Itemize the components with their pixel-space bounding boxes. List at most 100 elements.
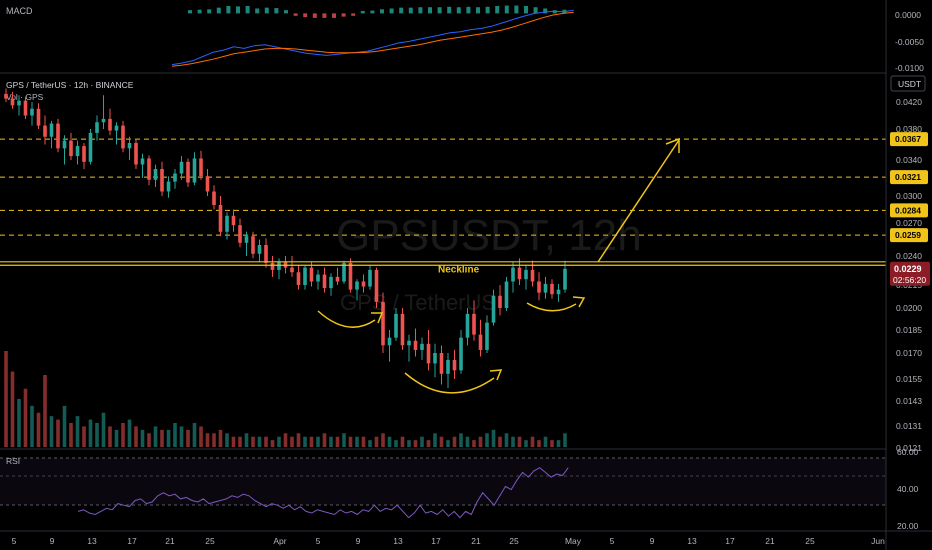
macd-histogram-bar [360,10,365,14]
head-arrowhead[interactable] [489,369,503,381]
candle-body [452,359,457,371]
volume-bar [329,436,333,447]
candle-body [342,262,346,282]
price-tick: 0.0170 [896,348,922,358]
candle-body [322,274,327,289]
candle-body [270,262,275,270]
candle-body [49,123,54,137]
candle-body [257,245,262,254]
volume-bar [23,388,28,447]
candle-body [433,353,437,364]
volume-bar [43,375,47,447]
volume-bar [426,440,431,447]
macd-histogram-bar [428,7,432,14]
time-tick: 25 [205,536,215,546]
macd-label: MACD [6,6,33,16]
volume-bar [238,436,242,447]
candle-body [309,267,314,282]
last-price-tag [890,261,930,286]
price-tick: 0.0270 [896,218,922,228]
candle-body [530,269,535,282]
currency-label: USDT [898,79,921,89]
volume-bar [108,426,112,447]
macd-tick: 0.0000 [895,10,921,20]
macd-histogram-bar [341,13,346,17]
candle-body [556,289,561,295]
candle-body [355,281,359,290]
volume-bar [257,436,262,447]
candle-body [101,118,106,123]
volume-bar [95,423,99,447]
candle-body [4,93,8,99]
volume-bar [478,436,483,447]
left-shoulder-arrowhead[interactable] [371,312,384,324]
volume-bar [342,433,346,447]
volume-label: Vol · GPS [6,92,44,102]
macd-histogram-bar [226,5,231,14]
macd-histogram-bar [504,5,509,14]
macd-histogram-bar [207,9,212,14]
volume-bar [550,440,554,447]
macd-histogram-bar [303,13,308,18]
candle-body [303,267,307,285]
head-arc[interactable] [404,372,495,394]
candle-body [361,281,366,287]
candle-body [491,295,496,323]
right-shoulder-arrowhead[interactable] [572,296,586,308]
candle-body [231,215,236,226]
macd-histogram-bar [437,7,442,14]
candle-body [186,161,190,183]
volume-bar [407,440,411,447]
macd-histogram-bar [466,6,471,14]
volume-bar [244,433,249,447]
right-shoulder-arc[interactable] [526,302,577,312]
volume-bar [452,436,457,447]
projection-arrowhead[interactable] [665,137,680,153]
macd-histogram-bar [188,10,192,14]
macd-histogram-bar [245,5,250,14]
macd-histogram-bar [543,8,548,14]
candle-body [264,245,268,263]
candle-body [238,225,242,243]
level-tag [890,170,928,185]
candles [4,88,567,389]
level-tag [890,132,928,147]
time-tick: Jun [871,536,885,546]
volume-bars [4,351,567,447]
candle-body [205,176,210,192]
macd-histogram-bar [456,7,461,14]
projection-arrow-line[interactable] [597,139,680,263]
candle-body [69,140,73,157]
candle-body [36,108,41,126]
candle-body [108,118,112,131]
time-tick: 9 [356,536,361,546]
volume-bar [4,351,8,447]
candle-body [517,267,522,280]
volume-bar [335,436,340,447]
macd-histogram-bar [514,5,519,14]
volume-bar [160,429,164,447]
volume-bar [400,436,405,447]
candle-body [368,269,372,287]
volume-bar [251,436,255,447]
volume-bar [140,429,145,447]
volume-bar [348,436,353,447]
time-tick: Apr [273,536,286,546]
left-shoulder-arc[interactable] [317,310,376,328]
volume-bar [225,433,229,447]
time-axis[interactable]: 5 9 13 17 21 25 Apr 5 9 13 17 21 25 May 5 9 13 17 21 25 Jun [12,536,885,546]
drawing-annotations[interactable] [317,137,680,394]
volume-bar [192,423,197,447]
macd-histogram-bar [332,13,336,18]
currency-badge[interactable] [890,75,926,92]
price-tick: 0.0185 [896,325,922,335]
volume-bar [381,433,385,447]
macd-histogram-bar [322,13,327,18]
volume-bar [186,429,190,447]
level-tag-label: 0.0259 [895,230,921,240]
time-tick: 5 [316,536,321,546]
macd-histogram-bar [197,9,202,14]
candle-body [439,353,444,374]
candle-body [426,343,431,364]
